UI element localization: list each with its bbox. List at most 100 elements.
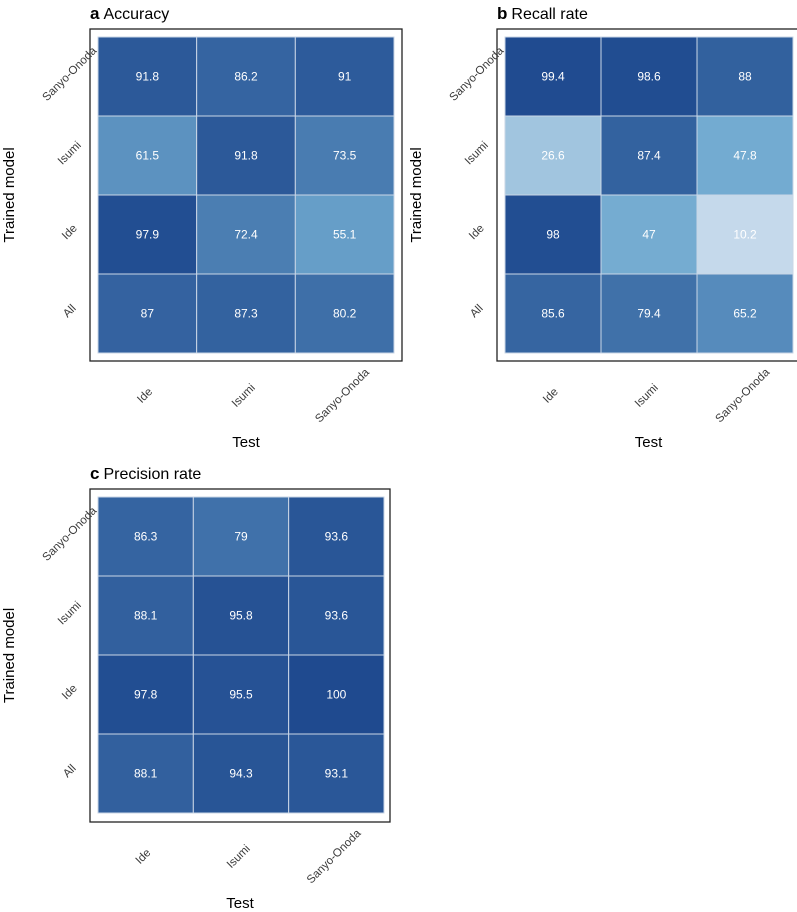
y-tick-label: Isumi [56,599,84,627]
cell-value-label: 72.4 [234,228,258,242]
heatmap-panel-a: a Accuracy 91.8 86.2 91 61.5 91.8 73.5 97.9 72.4 5… [1,4,403,451]
x-tick-label: Isumi [225,843,253,871]
heatmap-cell [97,575,194,656]
panel-letter: b [497,4,507,23]
cell-value-label: 87.4 [637,149,661,163]
heatmap-cell [288,575,385,656]
heatmap-cell [504,273,602,354]
y-tick-label: Ide [467,222,487,242]
cell-value-label: 86.3 [134,530,158,544]
panel-title: c Precision rate [90,464,201,483]
x-tick-label: Sanyo-Onoda [305,827,364,886]
x-axis-title: Test [226,895,254,912]
cell-value-label: 61.5 [136,149,160,163]
plot-frame [89,28,403,362]
heatmap-cell [288,654,385,735]
x-tick-label: Ide [135,386,155,406]
heatmap-cell [196,273,296,354]
heatmap-cell [97,273,198,354]
cell-value-label: 85.6 [541,307,565,321]
x-tick-label: Ide [134,847,154,867]
cell-value-label: 80.2 [333,307,357,321]
heatmap-cell [288,496,385,577]
heatmap-cell [97,496,194,577]
y-tick-label: Ide [60,222,80,242]
cell-value-label: 88.1 [134,609,158,623]
cell-value-label: 95.5 [229,688,253,702]
cell-value-label: 10.2 [733,228,757,242]
heatmap-cell [600,194,698,275]
heatmap-cell [196,36,296,117]
y-axis-title: Trained model [1,147,18,242]
heatmap-cell [696,273,794,354]
panel-title-text: Accuracy [103,6,169,23]
y-tick-label: Sanyo-Onoda [448,45,507,104]
cell-value-label: 79 [234,530,248,544]
heatmap-cell [504,194,602,275]
y-tick-label: Sanyo-Onoda [41,505,100,564]
plot-frame [89,488,391,823]
x-tick-label: Sanyo-Onoda [714,366,773,425]
heatmap-cell [192,496,290,577]
heatmap-cell [97,733,194,814]
heatmap-cell [504,36,602,117]
cell-value-label: 87 [141,307,155,321]
heatmap-cell [192,733,290,814]
cell-value-label: 65.2 [733,307,757,321]
heatmap-cell [294,194,395,275]
heatmap-panel-c: c Precision rate 86.3 79 93.6 88.1 95.8 93.6 97.… [1,464,391,912]
y-tick-label: Isumi [463,139,491,167]
x-tick-label: Sanyo-Onoda [313,366,372,425]
heatmap-cell [97,115,198,196]
y-axis-title: Trained model [408,147,425,242]
cell-value-label: 47 [642,228,656,242]
cell-value-label: 47.8 [733,149,757,163]
cell-value-label: 91.8 [234,149,258,163]
plot-frame [496,28,797,362]
heatmap-panel-b: b Recall rate 99.4 98.6 88 26.6 87.4 47.8 98 47 10… [408,4,797,451]
cell-value-label: 91.8 [136,70,160,84]
cell-value-label: 26.6 [541,149,565,163]
heatmap-cell [696,194,794,275]
panel-title: b Recall rate [497,4,588,23]
cell-value-label: 87.3 [234,307,258,321]
cell-value-label: 97.9 [136,228,160,242]
y-axis-title: Trained model [1,608,18,703]
cell-value-label: 88.1 [134,767,158,781]
heatmap-cell [696,36,794,117]
x-tick-label: Isumi [230,382,258,410]
cell-value-label: 94.3 [229,767,253,781]
cell-value-label: 98 [546,228,560,242]
cell-value-label: 93.1 [325,767,349,781]
cell-value-label: 88 [738,70,752,84]
heatmap-cell [600,115,698,196]
cell-value-label: 99.4 [541,70,565,84]
cell-value-label: 73.5 [333,149,357,163]
y-tick-label: All [468,303,486,321]
cell-value-label: 79.4 [637,307,661,321]
y-tick-label: All [61,303,79,321]
heatmap-cell [294,273,395,354]
x-tick-label: Isumi [633,382,661,410]
heatmap-cell [196,194,296,275]
cell-value-label: 86.2 [234,70,258,84]
x-axis-title: Test [635,434,663,451]
heatmap-cell [288,733,385,814]
heatmap-cell [504,115,602,196]
cell-value-label: 93.6 [325,530,349,544]
x-tick-label: Ide [541,386,561,406]
y-tick-label: Isumi [56,139,84,167]
panel-title-text: Recall rate [511,6,588,23]
y-tick-label: Ide [60,682,80,702]
panel-letter: c [90,464,99,483]
cell-value-label: 100 [326,688,346,702]
cell-value-label: 95.8 [229,609,253,623]
y-tick-label: All [61,763,79,781]
panel-title-text: Precision rate [103,466,201,483]
heatmap-cell [600,273,698,354]
panel-letter: a [90,4,100,23]
cell-value-label: 55.1 [333,228,357,242]
cell-value-label: 93.6 [325,609,349,623]
heatmap-cell [294,115,395,196]
